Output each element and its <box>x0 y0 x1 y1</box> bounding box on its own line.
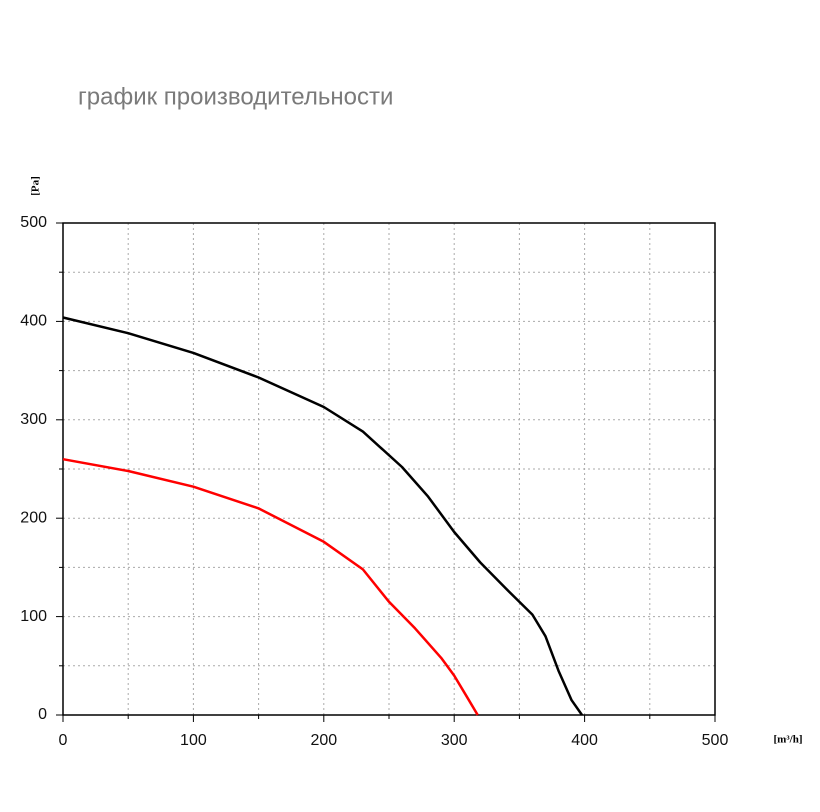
chart-title: график производительности <box>78 83 393 110</box>
x-axis-label: [m³/h] <box>774 734 803 746</box>
series-line <box>62 457 479 716</box>
y-axis-label: [Pa] <box>30 176 42 196</box>
y-tick-label: 200 <box>20 509 47 526</box>
x-tick-label: 400 <box>571 732 598 749</box>
x-tick-label: 200 <box>310 732 337 749</box>
series-line <box>62 316 584 716</box>
y-tick-label: 400 <box>20 313 47 330</box>
x-tick-label: 100 <box>180 732 207 749</box>
plot-frame <box>62 222 716 716</box>
y-tick-label: 500 <box>20 214 47 231</box>
y-tick-label: 300 <box>20 411 47 428</box>
x-tick-label: 500 <box>702 732 729 749</box>
x-tick-label: 300 <box>441 732 468 749</box>
y-tick-label: 100 <box>20 608 47 625</box>
x-tick-label: 0 <box>59 732 68 749</box>
y-tick-label: 0 <box>38 706 47 723</box>
